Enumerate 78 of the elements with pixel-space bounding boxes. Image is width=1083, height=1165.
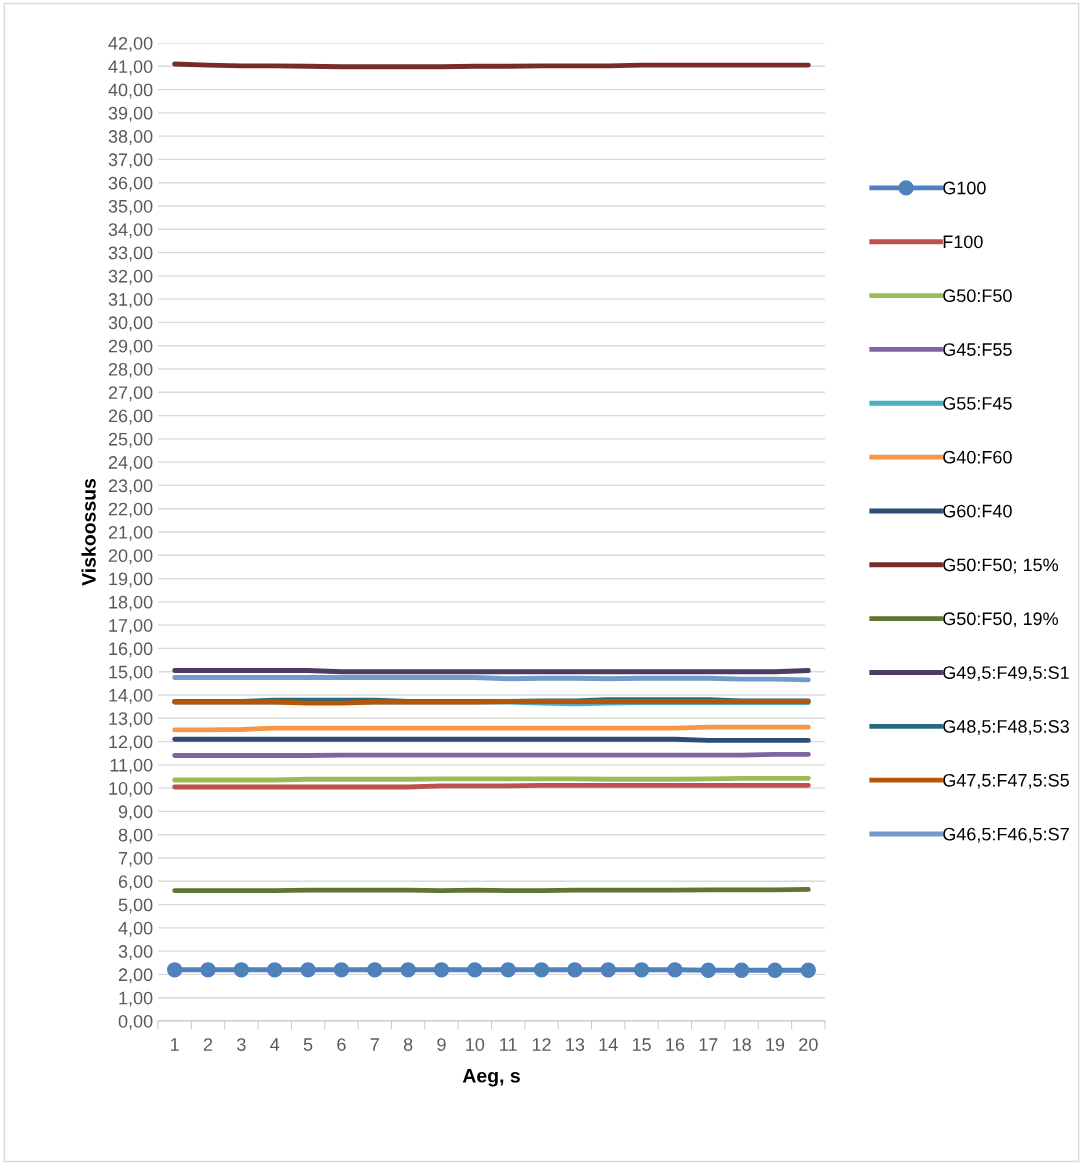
y-tick-label: 12,00 xyxy=(109,735,153,751)
x-axis-title: Aeg, s xyxy=(462,1069,520,1087)
y-tick-label: 37,00 xyxy=(108,153,153,169)
legend-label: G47,5:F47,5:S5 xyxy=(943,773,1069,789)
y-tick-label: 22,00 xyxy=(108,502,153,518)
y-tick-label: 34,00 xyxy=(108,223,153,239)
x-tick-label: 9 xyxy=(437,1038,446,1051)
x-tick-label: 12 xyxy=(532,1038,551,1051)
y-tick-label: 16,00 xyxy=(109,642,153,658)
y-tick-label: 38,00 xyxy=(108,130,153,145)
y-axis-title: Viskoossus xyxy=(81,478,96,586)
y-tick-label: 17,00 xyxy=(109,619,153,634)
x-tick-label: 13 xyxy=(566,1038,585,1051)
y-tick-label: 21,00 xyxy=(108,525,153,541)
legend-label: G55:F45 xyxy=(943,396,1012,410)
y-tick-label: 1,00 xyxy=(119,991,153,1007)
y-tick-label: 30,00 xyxy=(108,316,153,332)
y-tick-label: 20,00 xyxy=(108,549,153,565)
y-tick-label: 32,00 xyxy=(108,269,153,285)
x-tick-label: 10 xyxy=(466,1038,485,1051)
legend-label: G50:F50; 15% xyxy=(943,558,1059,574)
y-tick-label: 10,00 xyxy=(109,782,153,797)
y-tick-label: 24,00 xyxy=(108,456,153,471)
y-tick-label: 6,00 xyxy=(118,875,153,891)
x-tick-label: 1 xyxy=(171,1038,179,1051)
x-tick-label: 3 xyxy=(237,1038,246,1051)
y-tick-label: 28,00 xyxy=(108,362,153,378)
x-tick-label: 11 xyxy=(500,1038,517,1051)
y-tick-label: 4,00 xyxy=(118,921,153,937)
x-tick-label: 7 xyxy=(370,1038,379,1051)
legend-label: G48,5:F48,5:S3 xyxy=(943,720,1069,735)
x-tick-label: 14 xyxy=(599,1038,618,1051)
y-tick-label: 8,00 xyxy=(118,828,153,844)
x-tick-label: 16 xyxy=(666,1038,685,1051)
x-tick-label: 15 xyxy=(632,1038,651,1051)
y-tick-label: 2,00 xyxy=(118,968,153,984)
x-tick-label: 19 xyxy=(766,1038,785,1051)
legend-label: G100 xyxy=(943,181,986,195)
y-tick-label: 0,00 xyxy=(118,1014,153,1030)
x-tick-label: 20 xyxy=(799,1038,818,1051)
legend-label: F100 xyxy=(943,235,983,249)
x-tick-label: 2 xyxy=(203,1038,213,1051)
y-tick-label: 40,00 xyxy=(108,83,153,99)
y-tick-label: 31,00 xyxy=(108,293,153,308)
y-tick-label: 27,00 xyxy=(108,386,153,402)
y-tick-label: 25,00 xyxy=(108,432,153,448)
y-tick-label: 36,00 xyxy=(108,176,153,192)
legend-label: G40:F60 xyxy=(943,450,1012,464)
legend-label: G50:F50 xyxy=(943,289,1012,303)
y-tick-label: 9,00 xyxy=(118,805,153,821)
x-tick-label: 17 xyxy=(699,1038,718,1051)
legend-label: G60:F40 xyxy=(943,504,1012,518)
x-tick-label: 18 xyxy=(732,1038,751,1051)
y-tick-label: 39,00 xyxy=(108,106,153,122)
y-tick-label: 42,00 xyxy=(108,36,153,52)
legend-label: G49,5:F49,5:S1 xyxy=(943,666,1069,682)
y-tick-label: 19,00 xyxy=(109,572,153,588)
legend-label: G50:F50, 19% xyxy=(943,612,1059,628)
y-tick-label: 15,00 xyxy=(109,665,153,681)
y-tick-label: 33,00 xyxy=(108,246,153,262)
legend-label: G45:F55 xyxy=(943,343,1012,356)
y-tick-label: 5,00 xyxy=(118,898,153,914)
y-tick-label: 35,00 xyxy=(108,199,153,215)
x-tick-label: 6 xyxy=(337,1038,346,1051)
y-tick-label: 13,00 xyxy=(109,712,153,728)
y-tick-label: 23,00 xyxy=(108,479,153,495)
legend-label: G46,5:F46,5:S7 xyxy=(943,827,1069,843)
y-tick-label: 26,00 xyxy=(108,409,153,425)
y-tick-label: 7,00 xyxy=(118,851,153,867)
y-tick-label: 11,00 xyxy=(110,758,153,774)
x-tick-label: 5 xyxy=(303,1038,313,1051)
y-tick-label: 41,00 xyxy=(108,60,153,76)
x-tick-label: 4 xyxy=(270,1038,280,1051)
y-tick-label: 29,00 xyxy=(108,339,153,355)
y-tick-label: 18,00 xyxy=(109,595,153,611)
y-tick-label: 3,00 xyxy=(118,945,153,960)
x-tick-label: 8 xyxy=(403,1038,413,1051)
y-tick-label: 14,00 xyxy=(109,688,153,704)
